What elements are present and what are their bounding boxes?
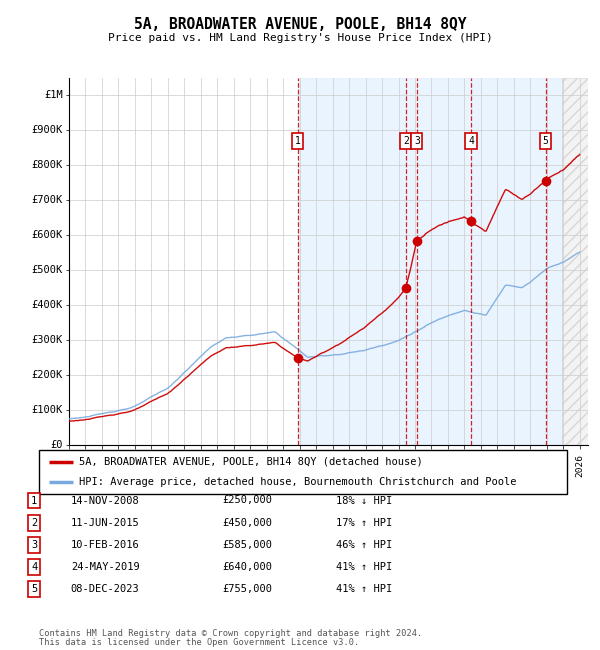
Text: 46% ↑ HPI: 46% ↑ HPI xyxy=(336,540,392,550)
Text: 41% ↑ HPI: 41% ↑ HPI xyxy=(336,584,392,594)
Text: £755,000: £755,000 xyxy=(222,584,272,594)
Text: 5: 5 xyxy=(543,136,548,146)
FancyBboxPatch shape xyxy=(39,450,567,494)
Text: £600K: £600K xyxy=(32,230,63,240)
Bar xyxy=(562,78,588,445)
Text: 11-JUN-2015: 11-JUN-2015 xyxy=(71,517,140,528)
Text: 1: 1 xyxy=(31,495,37,506)
Text: £0: £0 xyxy=(50,440,63,450)
Text: 18% ↓ HPI: 18% ↓ HPI xyxy=(336,495,392,506)
Text: £400K: £400K xyxy=(32,300,63,310)
Text: 1: 1 xyxy=(295,136,301,146)
Text: 5A, BROADWATER AVENUE, POOLE, BH14 8QY: 5A, BROADWATER AVENUE, POOLE, BH14 8QY xyxy=(134,17,466,32)
Text: 5A, BROADWATER AVENUE, POOLE, BH14 8QY (detached house): 5A, BROADWATER AVENUE, POOLE, BH14 8QY (… xyxy=(79,457,422,467)
Text: £800K: £800K xyxy=(32,161,63,170)
Text: £500K: £500K xyxy=(32,265,63,276)
Text: £450,000: £450,000 xyxy=(222,517,272,528)
Text: £250,000: £250,000 xyxy=(222,495,272,506)
Text: HPI: Average price, detached house, Bournemouth Christchurch and Poole: HPI: Average price, detached house, Bour… xyxy=(79,477,516,487)
Text: £300K: £300K xyxy=(32,335,63,345)
Text: 2: 2 xyxy=(403,136,409,146)
Text: £585,000: £585,000 xyxy=(222,540,272,550)
Text: 4: 4 xyxy=(31,562,37,572)
Text: £100K: £100K xyxy=(32,405,63,415)
Text: Price paid vs. HM Land Registry's House Price Index (HPI): Price paid vs. HM Land Registry's House … xyxy=(107,32,493,43)
Text: £900K: £900K xyxy=(32,125,63,135)
Text: This data is licensed under the Open Government Licence v3.0.: This data is licensed under the Open Gov… xyxy=(39,638,359,647)
Text: £700K: £700K xyxy=(32,196,63,205)
Text: 5: 5 xyxy=(31,584,37,594)
Bar xyxy=(298,78,562,445)
Text: 2: 2 xyxy=(31,517,37,528)
Text: Contains HM Land Registry data © Crown copyright and database right 2024.: Contains HM Land Registry data © Crown c… xyxy=(39,629,422,638)
Text: £1M: £1M xyxy=(44,90,63,101)
Text: 14-NOV-2008: 14-NOV-2008 xyxy=(71,495,140,506)
Text: 17% ↑ HPI: 17% ↑ HPI xyxy=(336,517,392,528)
Text: 08-DEC-2023: 08-DEC-2023 xyxy=(71,584,140,594)
Text: 41% ↑ HPI: 41% ↑ HPI xyxy=(336,562,392,572)
Text: £200K: £200K xyxy=(32,370,63,380)
Text: 3: 3 xyxy=(31,540,37,550)
Text: 24-MAY-2019: 24-MAY-2019 xyxy=(71,562,140,572)
Text: £640,000: £640,000 xyxy=(222,562,272,572)
Text: 10-FEB-2016: 10-FEB-2016 xyxy=(71,540,140,550)
Text: 4: 4 xyxy=(468,136,474,146)
Text: 3: 3 xyxy=(414,136,420,146)
